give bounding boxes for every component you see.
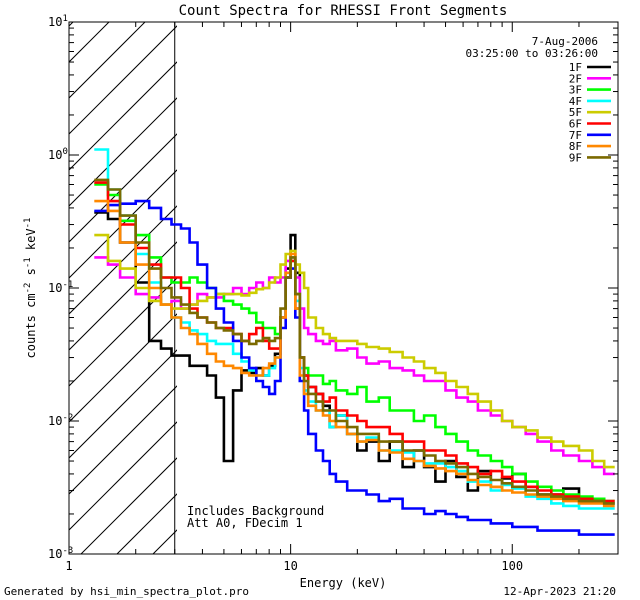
legend-label-7F: 7F [569,129,582,142]
hatch-line [621,14,640,554]
observation-date: 7-Aug-2006 [532,35,598,48]
footer-timestamp: 12-Apr-2023 21:20 [503,585,616,598]
annotation-attenuator: Att A0, FDecim 1 [187,516,303,530]
y-axis-label: counts cm-2 s-1 keV-1 [23,218,38,359]
hatch-line [69,61,177,171]
legend-label-3F: 3F [569,84,582,97]
legend-label-1F: 1F [569,61,582,74]
y-tick-label: 100 [48,147,68,162]
hatch-line [69,25,177,135]
hatch-line [80,457,177,554]
hatch-line [69,97,177,207]
y-tick-label: 10-3 [48,546,73,561]
hatch-line [69,385,177,495]
series-line-5F [94,233,615,469]
y-tick-label: 10-1 [48,280,73,295]
legend-label-6F: 6F [569,118,582,131]
series-line-1F [94,211,615,505]
y-tick-labels: 10-3 10-2 10-1 100 101 [48,14,73,561]
y-tick-label: 101 [48,14,68,29]
legend-label-9F: 9F [569,151,582,164]
series-line-3F [94,183,615,503]
hatch-line [369,14,640,554]
hatch-line [69,205,177,315]
legend-label-2F: 2F [569,72,582,85]
x-tick-label: 1 [65,559,72,573]
x-tick-label: 100 [501,559,523,573]
chart-title: Count Spectra for RHESSI Front Segments [179,3,508,19]
series-lines [94,148,615,536]
generated-by-footer: Generated by hsi_min_spectra_plot.pro [4,585,249,598]
hatched-region [0,14,640,554]
axis-ticks [68,21,619,555]
legend-label-4F: 4F [569,95,582,108]
hatch-line [261,14,640,554]
x-tick-labels: 1 10 100 [65,559,523,573]
series-line-4F [94,148,615,510]
hatch-line [69,277,177,387]
series-line-8F [94,199,615,508]
hatch-line [549,14,640,554]
hatch-line [152,529,177,554]
hatch-line [69,421,177,531]
annotation-background: Includes Background [187,504,324,518]
x-tick-label: 10 [283,559,297,573]
hatch-line [0,14,9,554]
x-axis-label: Energy (keV) [300,576,387,590]
series-line-9F [94,178,615,505]
observation-time-range: 03:25:00 to 03:26:00 [466,47,598,60]
hatch-line [116,493,177,554]
y-tick-label: 10-2 [48,413,73,428]
legend-label-5F: 5F [569,106,582,119]
legend-label-8F: 8F [569,140,582,153]
